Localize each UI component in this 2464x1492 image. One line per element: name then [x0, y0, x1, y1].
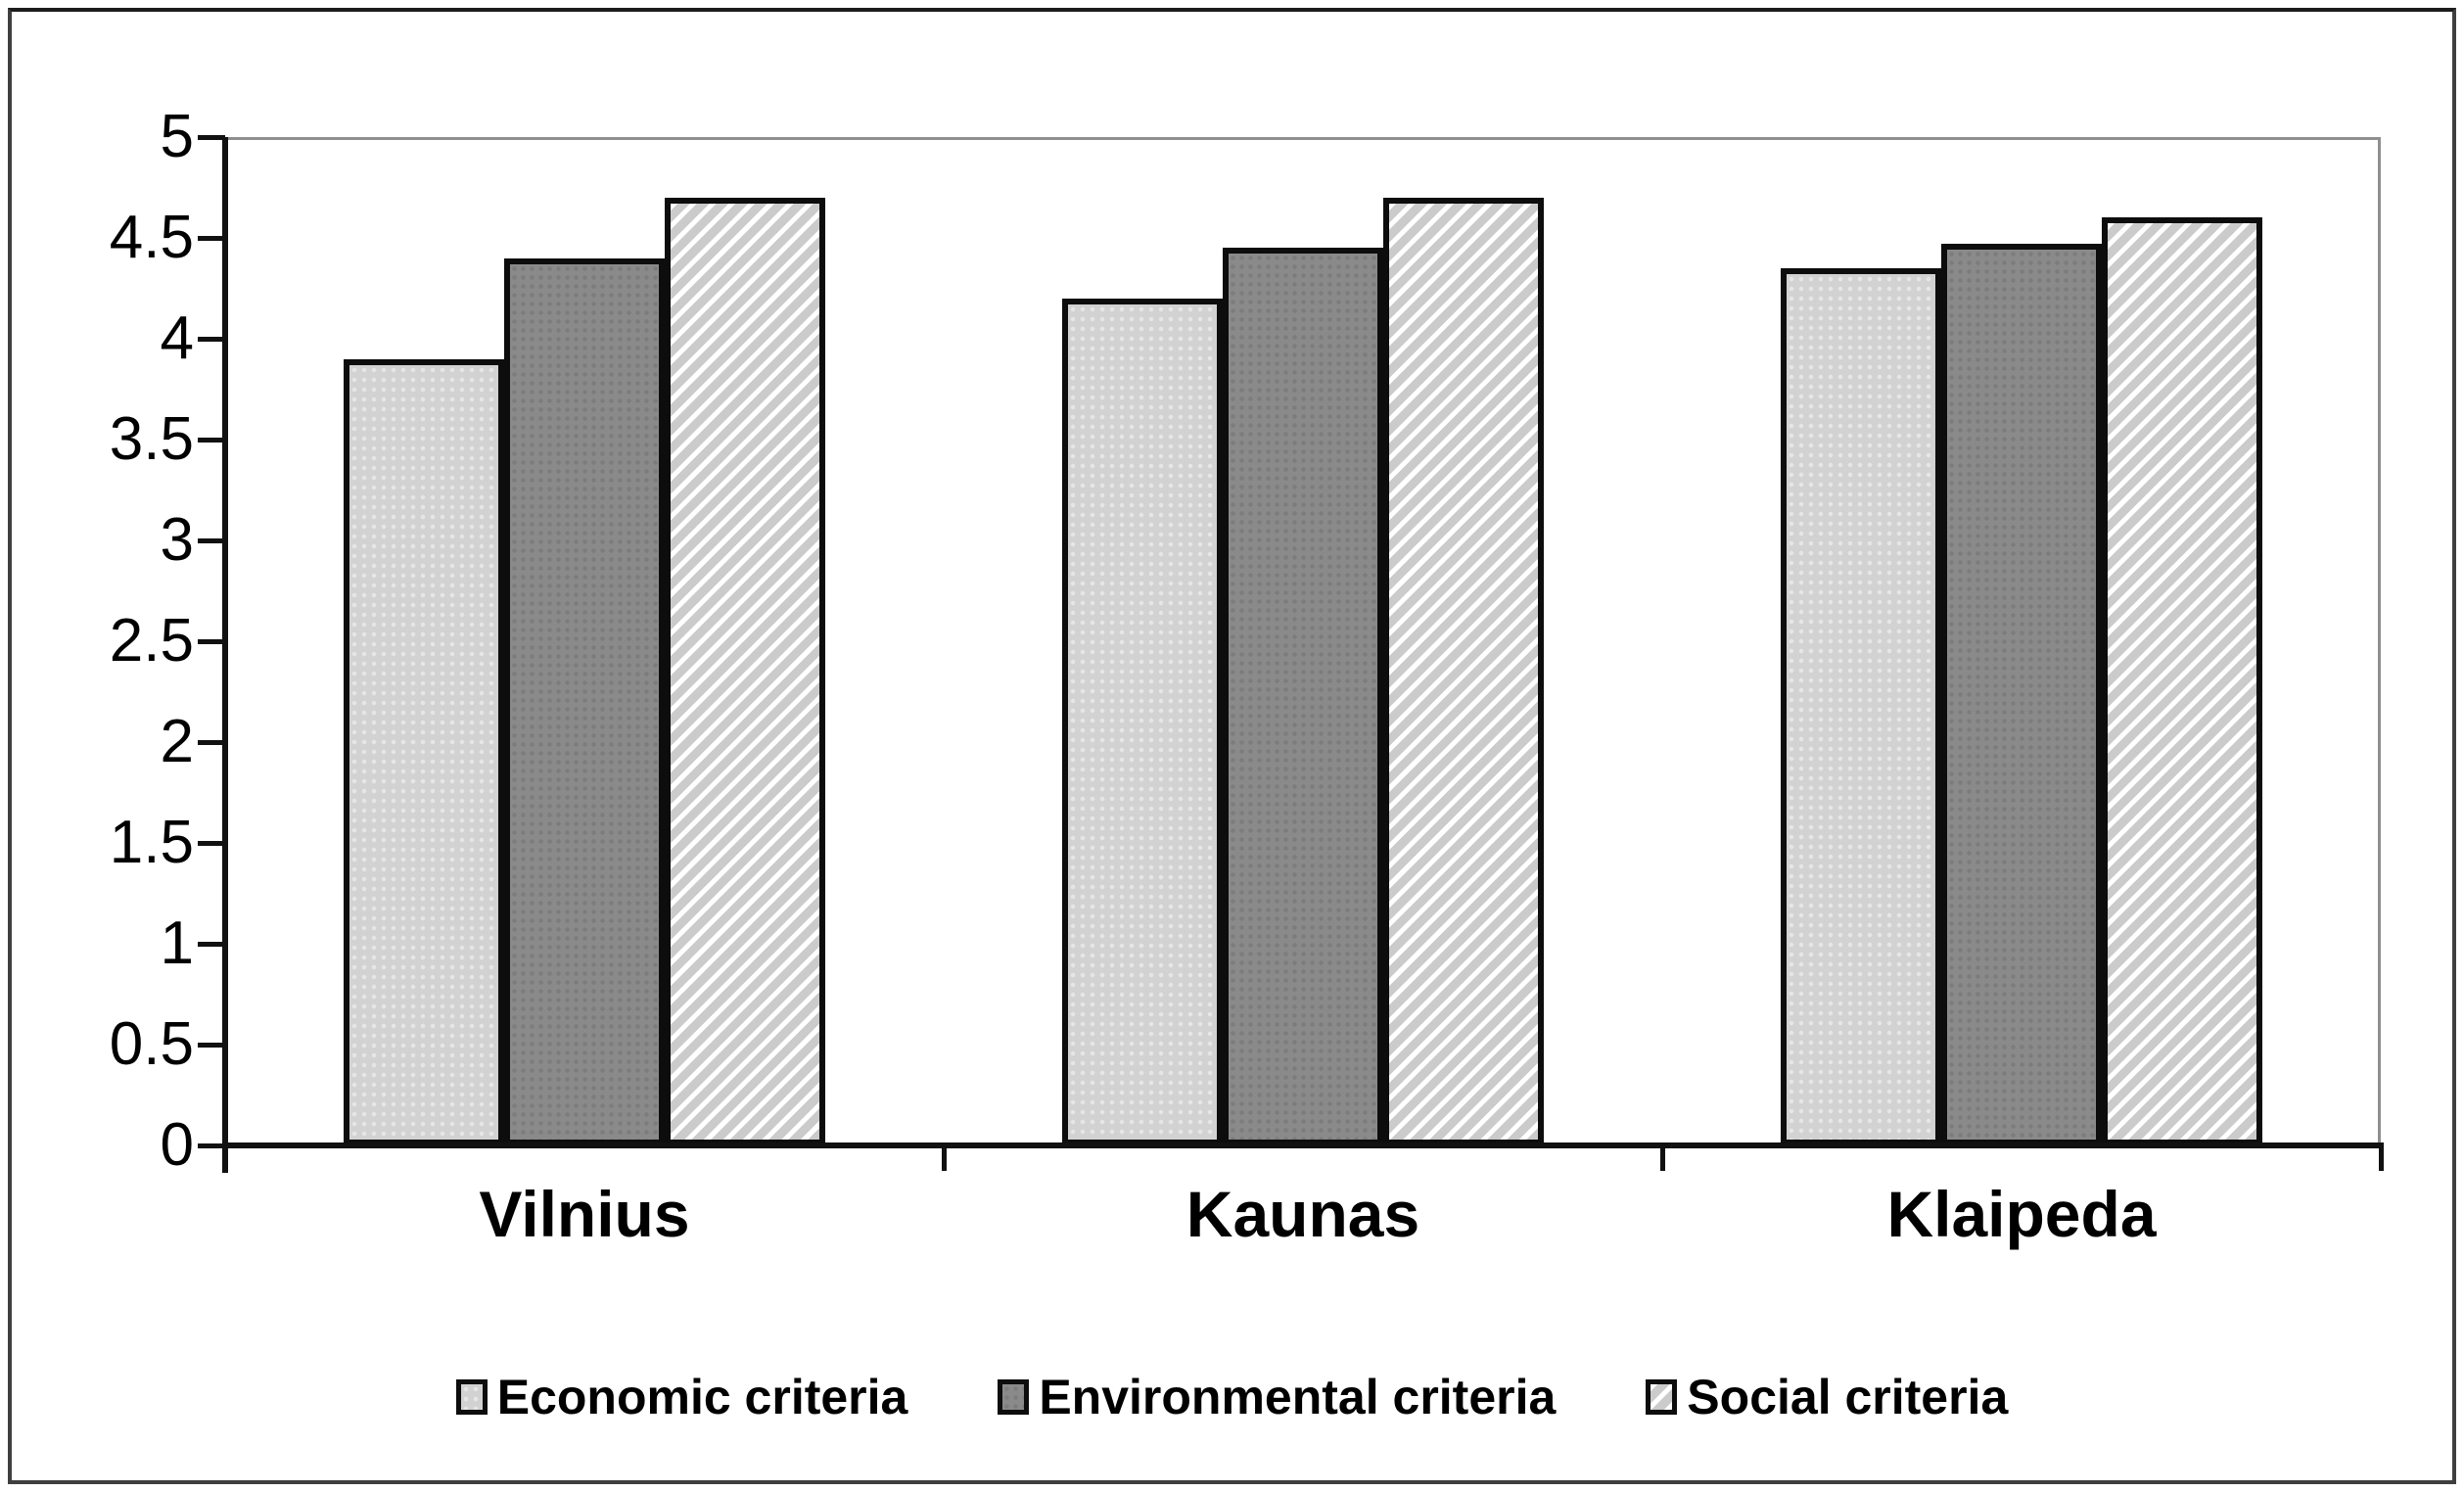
- x-tick-3: [2379, 1145, 2384, 1171]
- legend-item-economic-criteria: Economic criteria: [455, 1369, 908, 1425]
- category-label-vilnius: Vilnius: [479, 1178, 690, 1250]
- bar-economic-criteria-klaipeda: [1781, 268, 1941, 1145]
- y-tick-label-1.5: 1.5: [109, 809, 194, 876]
- bar-environmental-criteria-kaunas: [1223, 248, 1383, 1145]
- x-tick-1: [942, 1145, 947, 1171]
- y-tick-3.5: [198, 438, 225, 443]
- y-tick-4.5: [198, 236, 225, 241]
- y-tick-label-5: 5: [160, 103, 194, 170]
- y-axis: [222, 137, 228, 1173]
- y-tick-5: [198, 135, 225, 140]
- y-tick-label-2.5: 2.5: [109, 607, 194, 675]
- legend-label-social-criteria: Social criteria: [1687, 1370, 2009, 1424]
- x-tick-2: [1660, 1145, 1665, 1171]
- legend: Economic criteria Environmental criteria S…: [12, 1369, 2452, 1425]
- y-tick-1: [198, 942, 225, 947]
- legend-marker-economic-criteria: [455, 1379, 488, 1415]
- y-tick-4: [198, 337, 225, 342]
- y-tick-3: [198, 538, 225, 543]
- y-tick-label-0.5: 0.5: [109, 1010, 194, 1078]
- legend-marker-environmental-criteria: [998, 1379, 1030, 1415]
- y-tick-1.5: [198, 841, 225, 846]
- y-tick-label-3: 3: [160, 506, 194, 574]
- bar-environmental-criteria-klaipeda: [1941, 244, 2102, 1145]
- bar-environmental-criteria-vilnius: [504, 258, 665, 1145]
- legend-marker-social-criteria: [1646, 1379, 1678, 1415]
- y-tick-label-0: 0: [160, 1111, 194, 1179]
- y-tick-2: [198, 740, 225, 745]
- category-label-kaunas: Kaunas: [1186, 1178, 1420, 1250]
- bar-social-criteria-kaunas: [1383, 198, 1544, 1145]
- category-label-klaipeda: Klaipeda: [1886, 1178, 2157, 1250]
- legend-item-environmental-criteria: Environmental criteria: [998, 1369, 1556, 1425]
- bar-economic-criteria-kaunas: [1062, 299, 1223, 1145]
- bar-social-criteria-klaipeda: [2102, 217, 2262, 1145]
- bar-social-criteria-vilnius: [665, 198, 825, 1145]
- y-tick-label-2: 2: [160, 708, 194, 775]
- plot-frame-right: [2378, 137, 2381, 1145]
- y-tick-label-4.5: 4.5: [109, 204, 194, 271]
- y-tick-2.5: [198, 639, 225, 644]
- x-axis: [222, 1142, 2384, 1148]
- legend-label-environmental-criteria: Environmental criteria: [1039, 1370, 1557, 1424]
- y-tick-label-4: 4: [160, 304, 194, 372]
- legend-item-social-criteria: Social criteria: [1646, 1369, 2008, 1425]
- y-tick-label-3.5: 3.5: [109, 405, 194, 473]
- y-tick-0.5: [198, 1043, 225, 1048]
- bar-economic-criteria-vilnius: [344, 359, 504, 1145]
- legend-label-economic-criteria: Economic criteria: [496, 1370, 908, 1424]
- y-tick-label-1: 1: [160, 909, 194, 977]
- y-tick-0: [198, 1143, 225, 1148]
- gridline-top: [225, 137, 2381, 140]
